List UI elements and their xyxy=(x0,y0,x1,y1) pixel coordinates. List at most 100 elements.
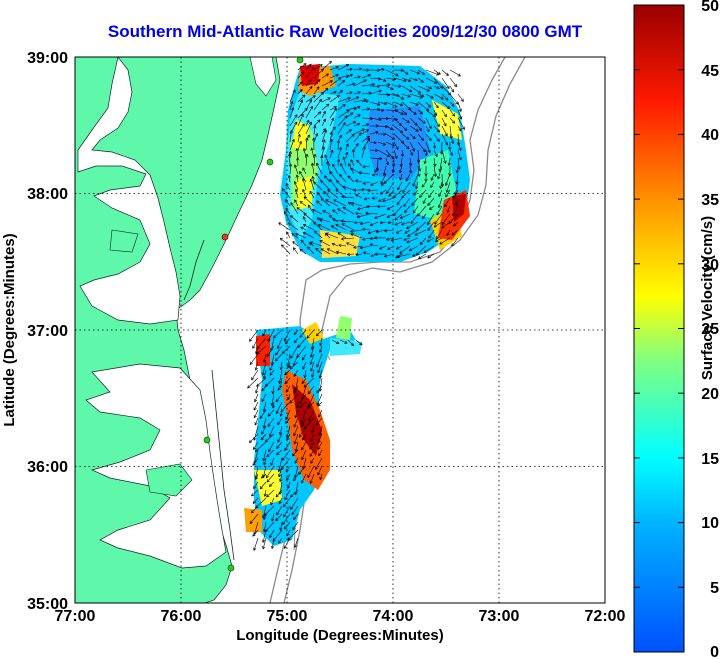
velocity-arrow xyxy=(313,181,323,191)
velocity-arrow xyxy=(331,242,339,247)
velocity-arrow xyxy=(365,211,379,215)
velocity-arrow xyxy=(300,473,307,484)
velocity-arrow xyxy=(284,441,291,452)
velocity-arrow xyxy=(289,130,293,143)
velocity-arrow xyxy=(377,132,387,136)
velocity-arrow xyxy=(310,162,315,175)
velocity-arrow xyxy=(300,239,307,247)
velocity-arrow xyxy=(441,221,451,229)
velocity-arrow xyxy=(263,489,267,497)
velocity-arrow xyxy=(319,218,331,223)
velocity-arrow xyxy=(377,149,391,158)
velocity-arrow xyxy=(369,131,379,135)
velocity-arrow xyxy=(298,393,307,405)
velocity-arrow xyxy=(411,197,419,206)
velocity-arrow xyxy=(449,69,461,77)
velocity-arrow xyxy=(301,417,307,427)
velocity-arrow xyxy=(317,361,323,374)
velocity-arrow xyxy=(425,125,430,133)
velocity-arrow xyxy=(262,401,267,412)
velocity-arrow xyxy=(385,141,395,147)
velocity-arrow xyxy=(449,133,455,144)
velocity-arrow xyxy=(405,173,411,182)
velocity-arrow xyxy=(288,163,293,175)
velocity-arrow xyxy=(355,252,363,257)
velocity-arrow xyxy=(396,197,403,206)
velocity-arrow xyxy=(309,241,323,247)
velocity-arrow xyxy=(279,237,291,247)
velocity-arrow xyxy=(409,149,414,156)
velocity-arrow xyxy=(289,101,294,111)
velocity-arrow xyxy=(315,417,323,426)
velocity-arrow xyxy=(292,247,299,255)
velocity-arrow xyxy=(302,167,307,175)
radar-site-marker xyxy=(203,436,211,444)
velocity-arrow xyxy=(423,245,435,254)
velocity-arrow xyxy=(295,148,299,159)
velocity-arrow xyxy=(277,457,283,473)
velocity-arrow xyxy=(329,107,337,119)
velocity-arrow xyxy=(305,85,313,95)
velocity-arrow xyxy=(253,409,259,419)
colorbar-tick-label: 0 xyxy=(710,644,719,659)
velocity-arrow xyxy=(261,361,267,376)
velocity-arrow xyxy=(449,109,456,117)
velocity-arrow xyxy=(409,157,413,167)
velocity-arrow xyxy=(403,197,411,208)
velocity-arrow xyxy=(290,497,299,510)
velocity-arrow xyxy=(325,199,339,207)
velocity-arrow xyxy=(433,85,440,90)
velocity-arrow xyxy=(361,82,376,87)
lon-tick-label: 77:00 xyxy=(55,608,96,625)
velocity-arrow xyxy=(353,105,361,111)
velocity-arrow xyxy=(254,361,259,371)
velocity-arrow xyxy=(444,197,451,208)
velocity-arrow xyxy=(417,77,424,83)
velocity-arrow xyxy=(251,489,259,497)
velocity-arrow xyxy=(393,84,402,88)
velocity-arrow xyxy=(287,361,291,369)
velocity-arrow xyxy=(302,361,307,370)
velocity-arrow xyxy=(305,105,313,119)
lat-tick-labels: 39:00 38:00 37:00 36:00 35:00 xyxy=(27,50,68,613)
velocity-arrow xyxy=(259,481,267,490)
lon-tick-label: 72:00 xyxy=(585,608,626,625)
velocity-arrow xyxy=(406,237,419,244)
velocity-arrow xyxy=(335,223,347,231)
velocity-arrow xyxy=(285,207,291,215)
velocity-arrow xyxy=(315,329,323,337)
lat-tick-label: 36:00 xyxy=(27,459,68,476)
velocity-arrow xyxy=(307,465,315,478)
velocity-arrow xyxy=(409,141,415,152)
velocity-arrow xyxy=(441,101,451,109)
velocity-arrow xyxy=(300,409,307,424)
colorbar-label: Surface Velocity (cm/s) xyxy=(699,216,716,380)
velocity-arrow xyxy=(377,101,388,106)
velocity-arrow xyxy=(441,213,451,226)
velocity-arrow xyxy=(297,81,303,87)
colorbar-tick-label: 25 xyxy=(701,321,719,338)
colorbar-tick-labels: 50 45 40 35 30 25 20 15 10 5 0 xyxy=(701,0,719,659)
chesapeake-bay xyxy=(77,57,181,325)
velocity-arrow xyxy=(297,123,305,135)
velocity-arrow xyxy=(271,401,276,409)
velocity-arrow xyxy=(436,205,443,216)
velocity-arrow xyxy=(428,229,435,239)
velocity-arrow xyxy=(318,425,323,436)
velocity-arrow xyxy=(345,129,352,135)
velocity-arrow xyxy=(313,221,323,231)
velocity-arrow xyxy=(393,141,399,150)
radar-site-marker xyxy=(296,57,304,64)
velocity-arrow xyxy=(399,245,411,254)
velocity-arrow xyxy=(319,337,323,346)
velocity-arrow xyxy=(311,369,315,378)
velocity-arrow xyxy=(287,481,291,489)
x-axis-label: Longitude (Degrees:Minutes) xyxy=(236,627,444,644)
velocity-arrow xyxy=(289,139,295,151)
velocity-arrow xyxy=(277,385,283,391)
velocity-arrow xyxy=(337,109,350,119)
velocity-arrow xyxy=(289,489,299,498)
velocity-arrow xyxy=(380,181,387,186)
velocity-arrow xyxy=(359,245,371,250)
